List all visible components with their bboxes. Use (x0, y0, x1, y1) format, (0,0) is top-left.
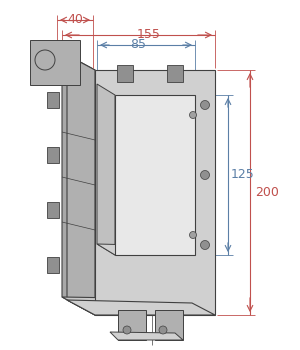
Polygon shape (97, 84, 115, 255)
Circle shape (190, 231, 196, 238)
Text: 125: 125 (231, 168, 255, 182)
Polygon shape (47, 92, 59, 108)
Circle shape (200, 170, 209, 180)
Polygon shape (67, 55, 95, 315)
Polygon shape (95, 70, 215, 315)
Circle shape (200, 100, 209, 110)
Circle shape (123, 326, 131, 334)
Polygon shape (167, 65, 183, 82)
Polygon shape (47, 202, 59, 218)
Text: 155: 155 (136, 28, 160, 41)
Text: 40: 40 (67, 13, 83, 26)
Polygon shape (117, 65, 133, 82)
Circle shape (200, 240, 209, 250)
Polygon shape (30, 40, 80, 85)
Polygon shape (155, 310, 183, 340)
Polygon shape (62, 52, 95, 315)
Polygon shape (47, 147, 59, 163)
Text: 200: 200 (255, 186, 279, 199)
Polygon shape (47, 257, 59, 273)
Polygon shape (118, 310, 146, 340)
Polygon shape (67, 300, 215, 315)
Polygon shape (97, 244, 195, 255)
Circle shape (190, 112, 196, 119)
Polygon shape (62, 297, 215, 315)
Circle shape (159, 326, 167, 334)
Polygon shape (110, 332, 183, 340)
Text: 85: 85 (130, 38, 146, 51)
Polygon shape (115, 95, 195, 255)
